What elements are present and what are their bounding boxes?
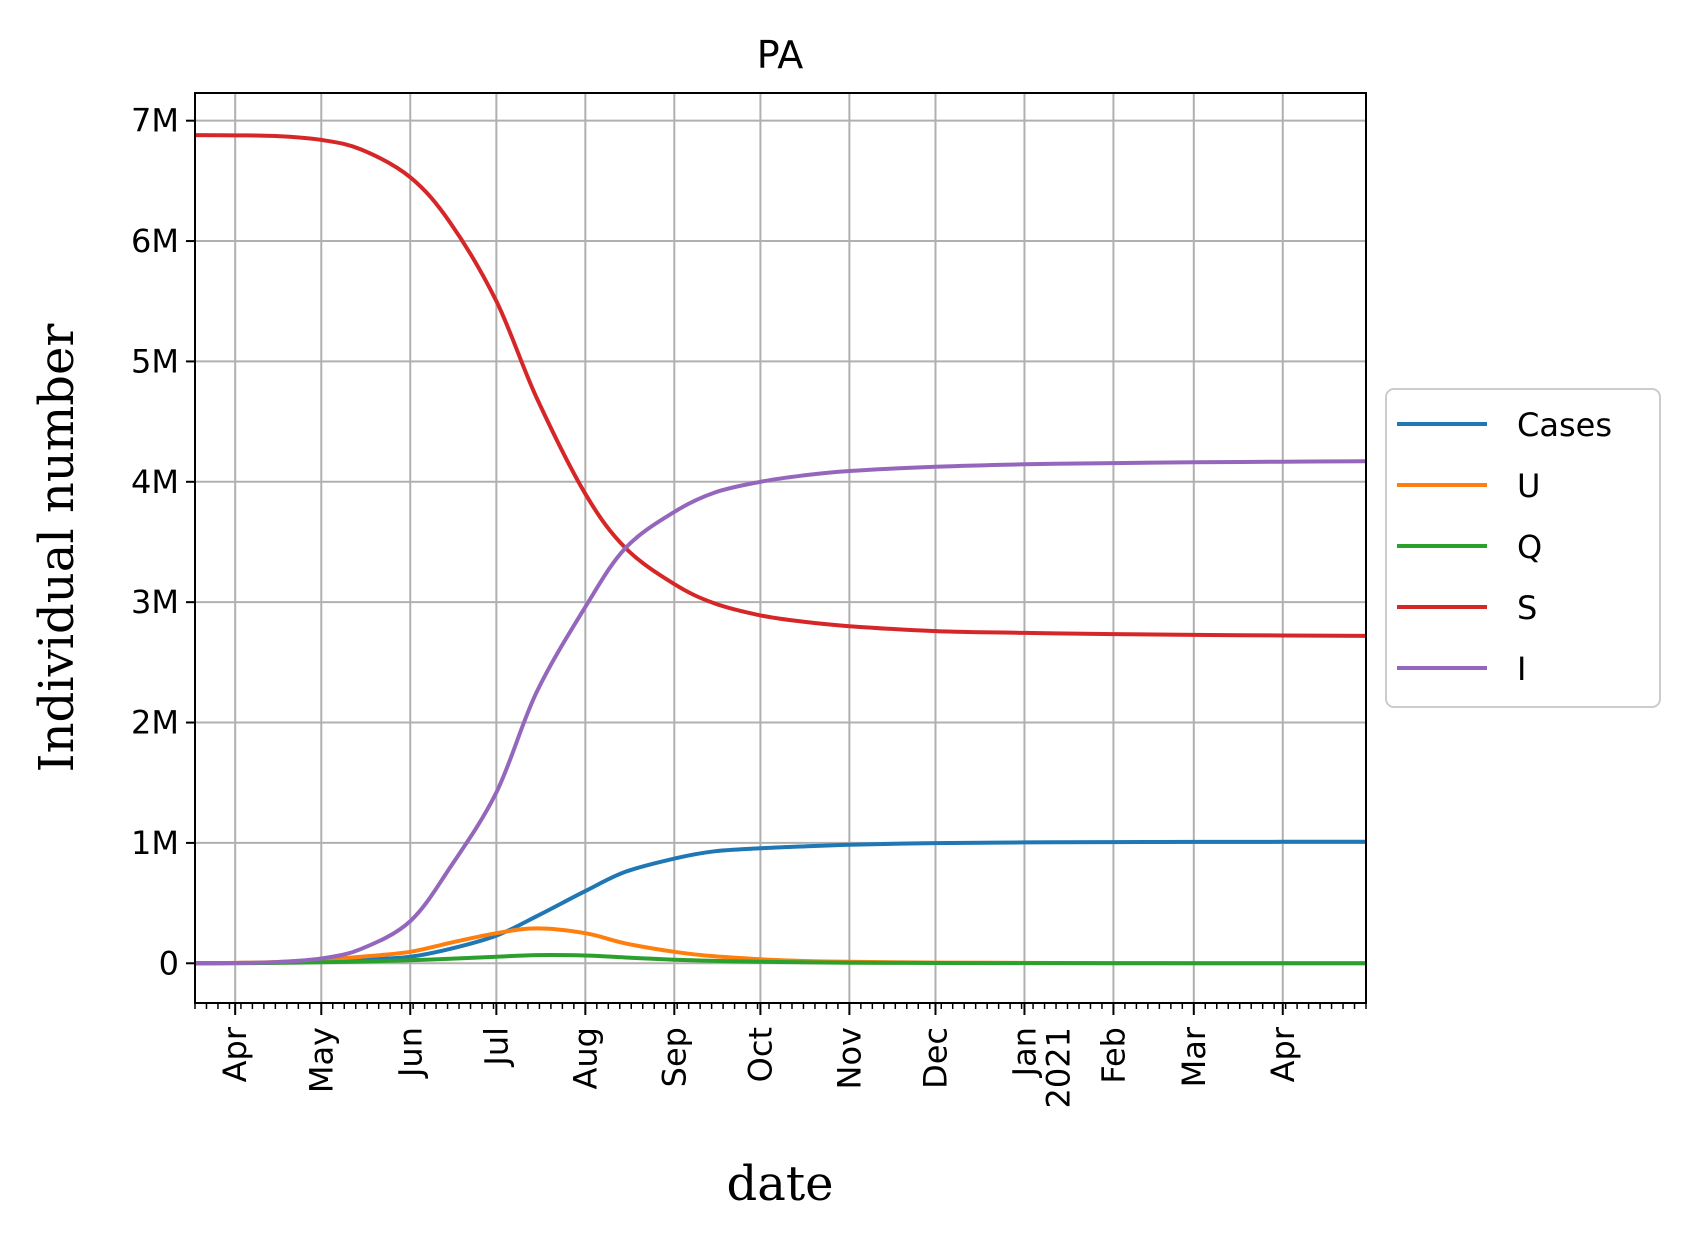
legend-label-q: Q [1517, 528, 1542, 566]
x-axis-label: date [726, 1156, 833, 1212]
x-tick-label: Sep [655, 1027, 693, 1087]
x-tick-label: Apr [1264, 1026, 1302, 1082]
y-tick-label: 6M [131, 222, 179, 260]
series-line-i [194, 459, 1367, 966]
axis-ticks [186, 119, 1367, 1015]
x-tick-label: Aug [566, 1027, 604, 1089]
y-tick-label: 5M [131, 342, 179, 380]
series-line-s [194, 133, 1367, 638]
y-tick-label: 3M [131, 583, 179, 621]
x-tick-label: Nov [830, 1027, 868, 1089]
y-tick-label: 2M [131, 704, 179, 742]
y-tick-label: 1M [131, 824, 179, 862]
x-tick-label: Apr [216, 1026, 254, 1082]
x-tick-label: Mar [1175, 1026, 1213, 1087]
legend-label-cases: Cases [1517, 406, 1612, 444]
y-tick-label: 7M [131, 102, 179, 140]
grid-lines [195, 93, 1366, 1003]
legend-label-i: I [1517, 650, 1526, 688]
legend-label-s: S [1517, 589, 1537, 627]
series-lines [194, 133, 1367, 966]
legend-label-u: U [1517, 467, 1540, 505]
plot-frame [194, 92, 1367, 1004]
x-tick-label: Jun [391, 1027, 429, 1079]
legend-box [1385, 388, 1661, 708]
y-tick-label: 4M [131, 463, 179, 501]
x-tick-label: May [302, 1027, 340, 1093]
y-axis-label: Individual number [29, 324, 85, 773]
chart-title: PA [757, 33, 803, 77]
x-tick-label: 2021 [1039, 1027, 1077, 1108]
series-line-q [194, 953, 1366, 966]
x-tick-label: Jul [477, 1027, 515, 1068]
x-tick-label: Dec [916, 1027, 954, 1089]
x-tick-label: Oct [741, 1027, 779, 1082]
x-tick-label: Feb [1094, 1027, 1132, 1084]
y-tick-labels: 0 1M 2M 3M 4M 5M 6M 7M [131, 102, 179, 983]
x-tick-label: Jan [1005, 1027, 1043, 1078]
y-tick-label: 0 [159, 944, 179, 982]
